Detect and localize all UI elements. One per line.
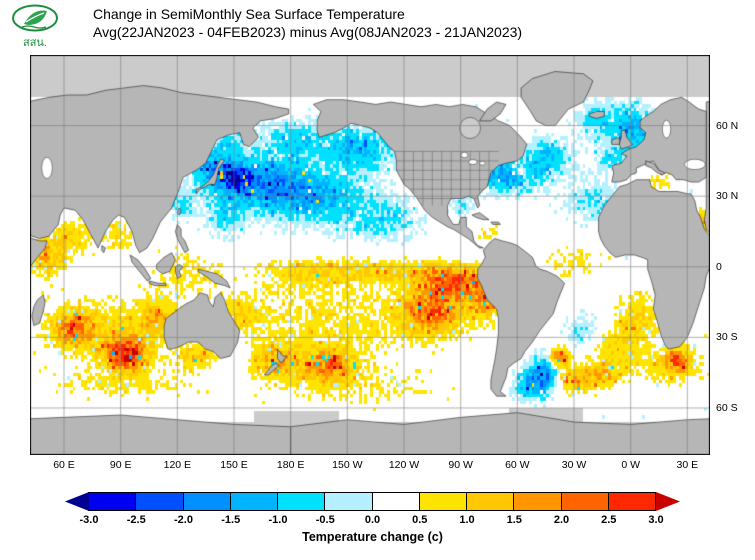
colorbar-segment (229, 492, 278, 511)
colorbar-segment (324, 492, 373, 511)
colorbar-segment (513, 492, 562, 511)
page-subtitle: Avg(22JAN2023 - 04FEB2023) minus Avg(08J… (93, 23, 523, 40)
lon-tick-label: 60 W (505, 459, 530, 471)
colorbar-tick-label: 1.0 (459, 514, 475, 526)
lat-tick-label: 60 S (716, 401, 738, 414)
colorbar-tick-label: -1.5 (221, 514, 241, 526)
lat-tick-label: 0 (716, 260, 722, 273)
colorbar-tick-label: -0.5 (315, 514, 335, 526)
colorbar-tick-label: 3.0 (648, 514, 664, 526)
colorbar-tick-label: -2.5 (126, 514, 146, 526)
colorbar-segment (560, 492, 609, 511)
lon-tick-label: 90 E (109, 459, 132, 471)
header: สสน. Change in SemiMonthly Sea Surface T… (0, 0, 755, 49)
lat-tick-label: 60 N (716, 119, 739, 132)
colorbar-caption: Temperature change (c) (302, 530, 443, 544)
colorbar-tick-label: 2.0 (553, 514, 570, 526)
leaf-vein (25, 12, 45, 23)
logo-text: สสน. (23, 37, 47, 49)
colorbar-segment (371, 492, 420, 511)
map-area: 60 N 30 N 0 30 S 60 S 60 E 90 E 120 E 150 E 180 … (30, 55, 739, 471)
lon-tick-label: 30 W (561, 459, 587, 471)
colorbar-segment (88, 492, 137, 511)
lon-tick-label: 90 W (448, 459, 473, 471)
colorbar-tick-label: -3.0 (79, 514, 99, 526)
colorbar-tick-label: -1.0 (268, 514, 288, 526)
lon-tick-label: 150 E (220, 459, 248, 471)
org-logo: สสน. (12, 4, 58, 49)
colorbar-arrow-right (656, 492, 680, 511)
colorbar-strip (65, 492, 680, 511)
water-wave (21, 25, 47, 29)
colorbar-segment (182, 492, 231, 511)
lon-tick-label: 120 W (388, 459, 420, 471)
map-canvas (30, 55, 710, 455)
lon-tick-label: 60 E (53, 459, 75, 471)
colorbar-segment (466, 492, 515, 511)
colorbar-tick-label: 2.5 (601, 514, 617, 526)
colorbar-tick-label: 0.5 (412, 514, 428, 526)
colorbar-segment (135, 492, 184, 511)
lon-tick-label: 30 E (676, 459, 699, 471)
colorbar-arrow-left (65, 492, 89, 511)
lon-tick-label: 0 W (621, 459, 640, 471)
colorbar-segment (277, 492, 326, 511)
colorbar: -3.0 -2.5 -2.0 -1.5 -1.0 -0.5 0.0 0.5 1.0 1.5 2.0 2… (65, 492, 680, 552)
lon-tick-label: 120 E (163, 459, 192, 471)
colorbar-tick-label: 1.5 (506, 514, 522, 526)
lon-tick-label: 150 W (332, 459, 363, 471)
colorbar-segment (607, 492, 656, 511)
title-block: Change in SemiMonthly Sea Surface Temper… (93, 6, 522, 41)
colorbar-tick-label: -2.0 (174, 514, 193, 526)
page-title: Change in SemiMonthly Sea Surface Temper… (93, 6, 405, 22)
lat-tick-label: 30 S (716, 331, 738, 344)
lon-tick-label: 180 E (276, 459, 305, 471)
lat-tick-label: 30 N (716, 190, 739, 203)
colorbar-tick-label: 0.0 (364, 514, 381, 526)
colorbar-segment (418, 492, 467, 511)
